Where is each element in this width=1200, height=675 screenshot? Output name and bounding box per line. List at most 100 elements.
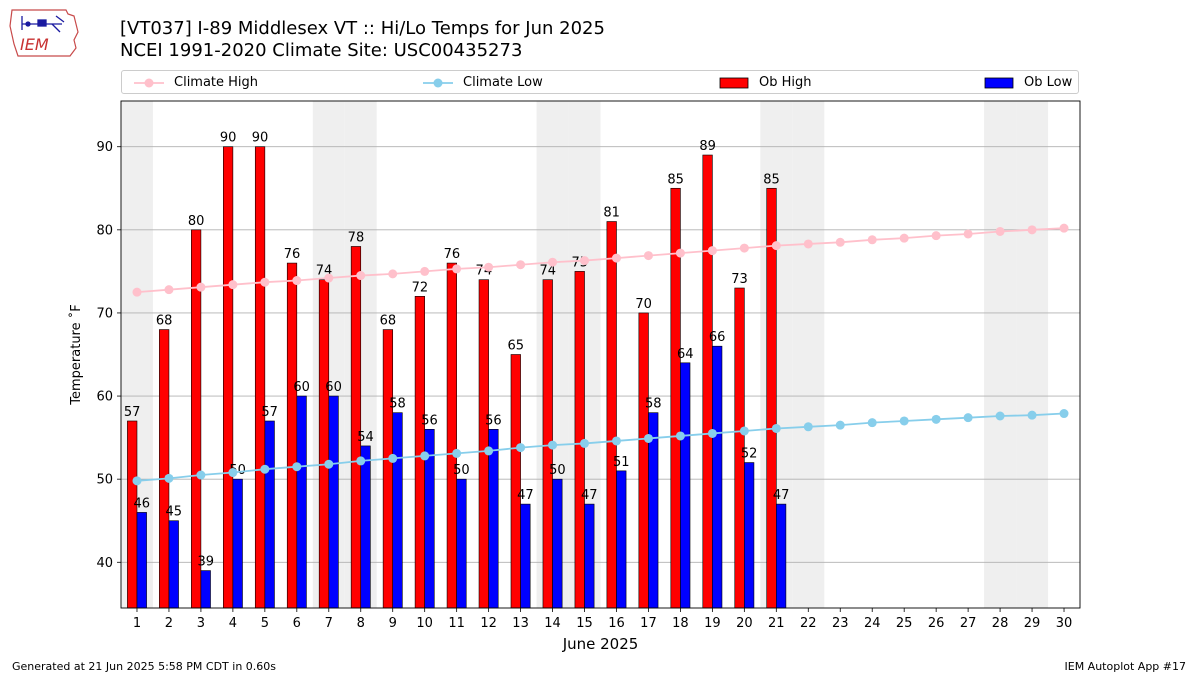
x-tick-label-24: 24 xyxy=(864,616,881,631)
x-tick-label-29: 29 xyxy=(1024,616,1041,631)
x-tick-label-6: 6 xyxy=(293,616,301,631)
climate-high-point-day-11 xyxy=(452,264,462,274)
label-ob-high-day-13: 65 xyxy=(508,339,525,354)
climate-high-point-day-26 xyxy=(931,231,941,241)
label-ob-high-day-2: 68 xyxy=(156,314,173,329)
chart-title-line2: NCEI 1991-2020 Climate Site: USC00435273 xyxy=(120,40,523,61)
bar-ob-high-day-12 xyxy=(478,279,489,609)
label-ob-low-day-2: 45 xyxy=(165,505,182,520)
climate-low-point-day-26 xyxy=(931,414,941,424)
climate-high-point-day-23 xyxy=(835,237,845,247)
label-ob-high-day-1: 57 xyxy=(124,405,141,420)
x-tick-label-30: 30 xyxy=(1056,616,1073,631)
label-ob-high-day-17: 70 xyxy=(635,297,652,312)
bar-ob-high-day-6 xyxy=(286,262,298,609)
x-tick-label-18: 18 xyxy=(672,616,689,631)
climate-low-point-day-4 xyxy=(228,468,238,478)
bar-ob-low-day-15 xyxy=(584,503,595,609)
bar-ob-low-day-3 xyxy=(200,570,211,609)
climate-low-point-day-2 xyxy=(164,473,174,483)
bar-ob-high-day-7 xyxy=(318,279,330,609)
label-ob-high-day-11: 76 xyxy=(444,247,461,262)
label-ob-high-day-21: 85 xyxy=(763,172,780,187)
label-ob-low-day-12: 56 xyxy=(485,413,502,428)
climate-high-point-day-21 xyxy=(771,241,781,251)
chart-legend: Climate High Climate Low Ob High Ob Low xyxy=(121,70,1079,94)
y-axis-label: Temperature ˚F xyxy=(68,304,84,405)
climate-high-point-day-13 xyxy=(516,260,526,270)
x-tick-label-13: 13 xyxy=(512,616,529,631)
climate-low-point-day-19 xyxy=(707,428,717,438)
label-ob-high-day-14: 74 xyxy=(539,264,556,279)
x-tick-label-25: 25 xyxy=(896,616,913,631)
climate-low-point-day-7 xyxy=(324,459,334,469)
y-tick-label-90: 90 xyxy=(96,140,113,155)
x-tick-label-8: 8 xyxy=(357,616,365,631)
climate-low-point-day-20 xyxy=(739,426,749,436)
label-ob-low-day-21: 47 xyxy=(773,488,790,503)
bar-ob-high-day-21 xyxy=(766,187,777,609)
x-tick-label-1: 1 xyxy=(133,616,141,631)
x-tick-label-20: 20 xyxy=(736,616,753,631)
bar-ob-high-day-17 xyxy=(638,312,649,609)
x-tick-label-5: 5 xyxy=(261,616,269,631)
x-tick-label-11: 11 xyxy=(448,616,465,631)
x-tick-label-15: 15 xyxy=(576,616,593,631)
label-ob-low-day-16: 51 xyxy=(613,455,630,470)
bar-ob-high-day-16 xyxy=(606,221,617,609)
x-axis-label: June 2025 xyxy=(562,635,639,653)
climate-low-point-day-6 xyxy=(292,462,302,472)
climate-high-point-day-19 xyxy=(707,246,717,256)
bar-ob-low-day-6 xyxy=(296,395,307,609)
climate-high-point-day-17 xyxy=(643,251,653,261)
climate-low-point-day-13 xyxy=(516,443,526,453)
climate-high-point-day-14 xyxy=(548,257,558,267)
x-tick-label-9: 9 xyxy=(389,616,397,631)
climate-high-point-day-6 xyxy=(292,276,302,286)
label-ob-low-day-17: 58 xyxy=(645,397,662,412)
bar-ob-low-day-20 xyxy=(744,462,755,609)
climate-high-point-day-12 xyxy=(484,262,494,272)
climate-high-point-day-28 xyxy=(995,226,1005,236)
climate-high-point-day-1 xyxy=(132,287,142,297)
climate-high-point-day-10 xyxy=(420,266,430,276)
weekend-band-day-28 xyxy=(984,101,1017,608)
label-ob-high-day-5: 90 xyxy=(252,131,269,146)
legend-label-climate-low: Climate Low xyxy=(463,75,543,90)
legend-label-ob-low: Ob Low xyxy=(1024,75,1073,90)
footer-generated-text: Generated at 21 Jun 2025 5:58 PM CDT in … xyxy=(12,660,277,673)
chart-title-line1: [VT037] I-89 Middlesex VT :: Hi/Lo Temps… xyxy=(120,18,605,39)
iem-logo-text: IEM xyxy=(20,35,49,54)
label-ob-high-day-18: 85 xyxy=(667,172,684,187)
bar-ob-low-day-21 xyxy=(776,503,787,609)
bar-ob-low-day-9 xyxy=(392,412,403,609)
label-ob-low-day-5: 57 xyxy=(261,405,278,420)
x-tick-label-2: 2 xyxy=(165,616,173,631)
climate-high-point-day-22 xyxy=(803,239,813,249)
label-ob-high-day-9: 68 xyxy=(380,314,397,329)
legend-swatch-climate-high xyxy=(134,78,164,88)
x-tick-label-14: 14 xyxy=(544,616,561,631)
climate-low-point-day-21 xyxy=(771,423,781,433)
climate-high-point-day-9 xyxy=(388,269,398,279)
climate-high-point-day-18 xyxy=(675,248,685,258)
climate-low-point-day-22 xyxy=(803,422,813,432)
bar-ob-low-day-16 xyxy=(616,470,627,609)
x-tick-label-19: 19 xyxy=(704,616,721,631)
label-ob-low-day-15: 47 xyxy=(581,488,598,503)
bar-ob-high-day-2 xyxy=(159,329,170,609)
climate-low-point-day-8 xyxy=(356,456,366,466)
bar-ob-high-day-8 xyxy=(350,246,362,609)
label-ob-high-day-8: 78 xyxy=(348,230,365,245)
climate-high-point-day-5 xyxy=(260,277,270,287)
plot-frame xyxy=(120,100,1081,609)
climate-low-point-day-28 xyxy=(995,411,1005,421)
label-ob-low-day-8: 54 xyxy=(357,430,374,445)
weekend-band-day-29 xyxy=(1016,101,1049,608)
label-ob-high-day-20: 73 xyxy=(731,272,748,287)
label-ob-low-day-11: 50 xyxy=(453,463,470,478)
chart-title: [VT037] I-89 Middlesex VT :: Hi/Lo Temps… xyxy=(120,18,605,62)
label-ob-high-day-19: 89 xyxy=(699,139,716,154)
bar-ob-high-day-5 xyxy=(254,146,266,609)
y-tick-label-80: 80 xyxy=(96,223,113,238)
